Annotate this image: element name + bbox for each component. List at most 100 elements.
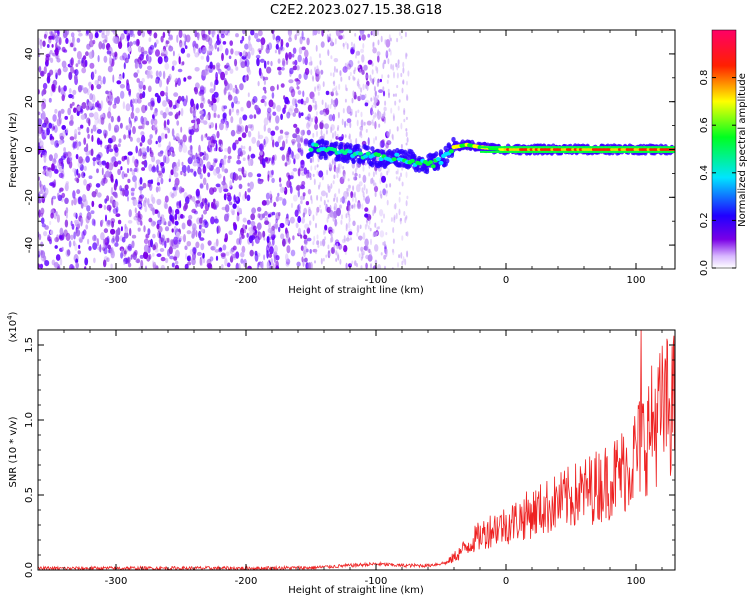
spectrogram-noise-cell <box>372 95 375 101</box>
spectrogram-noise-cell <box>130 187 135 192</box>
spectrogram-noise-cell <box>235 86 238 94</box>
spectrogram-noise-cell <box>52 114 57 122</box>
snr-series <box>38 330 675 570</box>
spectrogram-noise-cell <box>316 130 318 138</box>
spectrogram-noise-cell <box>67 107 72 116</box>
spectrogram-noise-cell <box>404 217 407 224</box>
spectrogram-noise-cell <box>150 193 154 202</box>
spectrogram-noise-cell <box>84 59 88 67</box>
spectrogram-noise-cell <box>54 245 58 249</box>
spectrogram-noise-cell <box>370 238 372 246</box>
spectrogram-noise-cell <box>127 178 131 184</box>
spectrogram-noise-cell <box>232 245 237 251</box>
spectrogram-noise-cell <box>291 139 296 144</box>
spectrogram-noise-cell <box>392 93 395 97</box>
spectrogram-noise-cell <box>353 176 356 181</box>
spectrogram-noise-cell <box>47 73 50 83</box>
spectrogram-noise-cell <box>299 195 305 201</box>
spectrogram-noise-cell <box>44 260 50 267</box>
spectrogram-noise-cell <box>270 60 273 67</box>
spectrogram-noise-cell <box>367 254 373 262</box>
spectrogram-noise-cell <box>162 70 166 80</box>
spectrogram-noise-cell <box>324 229 327 234</box>
signal-shoulder-cell <box>667 146 674 149</box>
spectrogram-noise-cell <box>195 191 200 199</box>
spectrogram-noise-cell <box>193 103 196 111</box>
signal-core-cell <box>430 164 436 169</box>
spectrogram-noise-cell <box>127 257 131 263</box>
spectrogram-noise-cell <box>233 195 236 200</box>
spectrogram-noise-cell <box>309 176 312 181</box>
spectrogram-noise-cell <box>174 182 178 189</box>
spectrogram-noise-cell <box>396 126 399 132</box>
spectrogram-noise-cell <box>401 87 404 94</box>
signal-shoulder-cell <box>565 146 572 149</box>
spectrogram-noise-cell <box>365 262 368 269</box>
spectrogram-noise-cell <box>275 260 279 269</box>
spectrogram-noise-cell <box>300 112 304 117</box>
spectrogram-noise-cell <box>387 74 390 79</box>
spectrogram-noise-cell <box>132 155 135 164</box>
spectrogram-noise-cell <box>163 55 169 63</box>
signal-shoulder-cell <box>519 146 525 149</box>
spectrogram-noise-cell <box>385 50 388 56</box>
spectrogram-noise-cell <box>361 54 365 63</box>
spectrogram-noise-cell <box>168 220 172 226</box>
spectrogram-noise-cell <box>294 78 299 82</box>
snr-plot-area <box>38 330 675 570</box>
spectrogram-noise-cell <box>293 157 296 165</box>
spectrogram-noise-cell <box>52 195 57 200</box>
spectrogram-noise-cell <box>46 170 50 177</box>
spectrogram-noise-cell <box>112 103 117 109</box>
spectrogram-noise-cell <box>185 95 188 103</box>
spectrogram-noise-cell <box>352 75 355 80</box>
spectrogram-noise-cell <box>388 92 390 96</box>
spectrogram-noise-cell <box>224 168 229 174</box>
spectrogram-noise-cell <box>362 174 367 183</box>
spectrogram-noise-cell <box>79 164 84 171</box>
spectrogram-noise-cell <box>214 249 220 253</box>
spectrogram-noise-cell <box>207 111 211 121</box>
spectrogram-noise-cell <box>352 76 355 82</box>
spectrogram-noise-cell <box>152 124 158 131</box>
spectrogram-noise-cell <box>279 183 282 188</box>
spectrogram-noise-cell <box>58 117 62 125</box>
spectrogram-noise-cell <box>400 144 403 149</box>
spectrogram-noise-cell <box>156 164 159 173</box>
spectrogram-noise-cell <box>220 33 225 39</box>
spectrogram-noise-cell <box>304 67 310 76</box>
spectrogram-noise-cell <box>51 197 54 206</box>
spectrogram-noise-cell <box>178 30 183 39</box>
spectrogram-x-axis-label: Height of straight line (km) <box>288 285 424 296</box>
spectrogram-noise-cell <box>298 73 302 80</box>
spectrogram-noise-cell <box>293 154 297 159</box>
spectrogram-noise-cell <box>146 254 151 262</box>
spectrogram-noise-cell <box>55 254 61 261</box>
spectrogram-noise-cell <box>116 115 121 123</box>
spectrogram-noise-cell <box>348 59 354 68</box>
signal-shoulder-cell <box>593 150 600 153</box>
spectrogram-noise-cell <box>296 80 301 85</box>
spectrogram-noise-cell <box>321 238 326 247</box>
spectrogram-noise-cell <box>75 229 81 237</box>
spectrogram-noise-cell <box>194 120 198 130</box>
spectrogram-noise-cell <box>318 184 320 190</box>
spectrogram-noise-cell <box>267 112 272 121</box>
spectrogram-noise-cell <box>96 168 99 174</box>
spectrogram-noise-cell <box>222 116 228 122</box>
spectrogram-noise-cell <box>297 215 302 224</box>
spectrogram-noise-cell <box>140 46 145 54</box>
spectrogram-noise-cell <box>376 51 381 56</box>
spectrogram-noise-cell <box>146 54 149 62</box>
spectrogram-noise-cell <box>206 182 209 191</box>
spectrogram-noise-cell <box>48 154 54 162</box>
spectrogram-noise-cell <box>294 34 298 41</box>
spectrogram-noise-cell <box>273 154 277 162</box>
spectrogram-noise-cell <box>285 218 290 226</box>
spectrogram-noise-cell <box>174 213 178 221</box>
spectrogram-noise-cell <box>248 235 254 244</box>
spectrogram-noise-cell <box>114 36 119 45</box>
spectrogram-noise-cell <box>134 207 137 214</box>
spectrogram-noise-cell <box>339 204 342 209</box>
spectrogram-noise-cell <box>120 252 124 259</box>
